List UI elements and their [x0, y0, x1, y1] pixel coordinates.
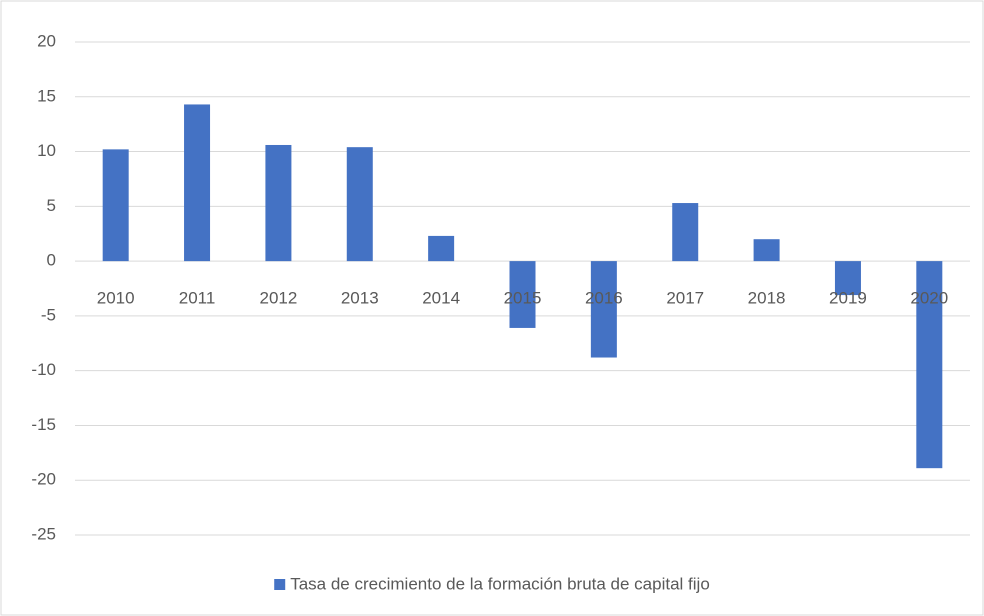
y-tick-label: -25 [31, 524, 56, 543]
x-tick-label: 2016 [585, 289, 623, 308]
x-tick-label: 2010 [97, 289, 135, 308]
legend-swatch [274, 579, 286, 590]
bar [184, 104, 211, 262]
bar [672, 203, 699, 262]
bar [753, 239, 780, 262]
y-tick-label: -5 [41, 305, 56, 324]
x-tick-label: 2020 [910, 289, 948, 308]
bar [509, 261, 536, 328]
y-tick-label: 5 [47, 196, 56, 215]
y-tick-label: -15 [31, 415, 56, 434]
x-tick-label: 2017 [666, 289, 704, 308]
y-tick-label: 0 [47, 251, 56, 270]
y-tick-label: 10 [37, 141, 56, 160]
bar [265, 144, 292, 262]
x-tick-label: 2019 [829, 289, 867, 308]
y-tick-label: 15 [37, 86, 56, 105]
bar [428, 235, 455, 262]
bar [102, 149, 129, 262]
y-tick-label: -10 [31, 360, 56, 379]
bar [834, 261, 861, 296]
x-tick-label: 2015 [504, 289, 542, 308]
bar [916, 261, 943, 469]
x-tick-label: 2011 [179, 289, 216, 308]
bar [346, 147, 373, 262]
x-tick-label: 2013 [341, 289, 379, 308]
x-tick-label: 2014 [422, 289, 460, 308]
y-tick-label: 20 [37, 31, 56, 50]
x-tick-label: 2012 [259, 289, 297, 308]
legend-label: Tasa de crecimiento de la formación brut… [290, 574, 710, 593]
y-tick-label: -20 [31, 470, 56, 489]
bar [590, 261, 617, 358]
x-tick-label: 2018 [748, 289, 786, 308]
